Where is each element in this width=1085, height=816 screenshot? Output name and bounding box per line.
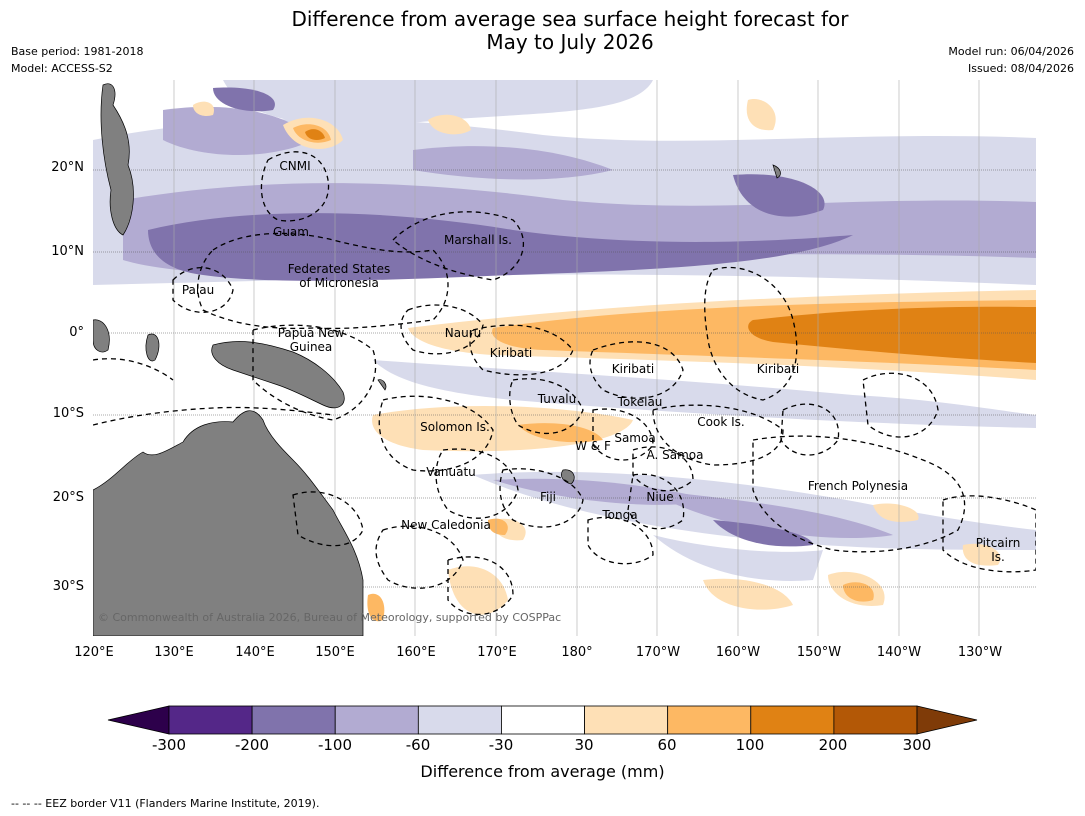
region-label-png-2: Guinea [289, 340, 333, 354]
base-period: Base period: 1981-2018 [11, 45, 144, 58]
land [93, 83, 781, 636]
colorbar-tick-label: -30 [488, 736, 514, 754]
region-label-nauru: Nauru [444, 326, 482, 340]
region-label-png-1: Papua New [277, 326, 345, 340]
region-label-tonga: Tonga [602, 508, 638, 522]
lon-label-160e: 160°E [396, 645, 436, 660]
eez-footnote: -- -- -- EEZ border V11 (Flanders Marine… [11, 797, 320, 810]
colorbar-segment [501, 705, 585, 735]
region-label-fsm-2: of Micronesia [299, 276, 379, 290]
lon-label-150e: 150°E [315, 645, 355, 660]
lon-label-170e: 170°E [477, 645, 517, 660]
colorbar-tick-label: -60 [405, 736, 431, 754]
colorbar-segment [417, 705, 502, 735]
lat-label-20n: 20°N [51, 160, 84, 175]
colorbar-segment [667, 705, 752, 735]
region-label-kiribati-east: Kiribati [756, 362, 800, 376]
colorbar-tick-label: 200 [818, 736, 848, 754]
philippines-landmass [100, 83, 134, 236]
region-label-cook: Cook Is. [697, 415, 745, 429]
colorbar-segment [750, 705, 835, 735]
region-label-kiribati-west: Kiribati [489, 346, 533, 360]
colorbar-arrow-high [916, 705, 978, 735]
region-label-french-polynesia: French Polynesia [807, 479, 909, 493]
region-label-cnmi: CNMI [279, 159, 311, 173]
lon-label-140w: 140°W [876, 645, 922, 660]
colorbar-segment [833, 705, 918, 735]
title-line-1: Difference from average sea surface heig… [291, 7, 849, 31]
title-line-2: May to July 2026 [486, 30, 654, 54]
region-label-pitcairn-2: Is. [991, 550, 1005, 564]
lat-label-20s: 20°S [52, 490, 84, 505]
lat-label-30s: 30°S [52, 579, 84, 594]
colorbar-tick-label: -300 [151, 736, 187, 754]
colorbar-segment [584, 705, 669, 735]
issued-date: Issued: 08/04/2026 [967, 62, 1074, 75]
meta-right: Model run: 06/04/2026 Issued: 08/04/2026 [948, 43, 1074, 77]
colorbar-tick-label: 60 [657, 736, 677, 754]
eez-borders [93, 151, 1036, 616]
lon-label-150w: 150°W [796, 645, 842, 660]
colorbar [107, 705, 978, 735]
lon-label-160w: 160°W [715, 645, 761, 660]
model-name: Model: ACCESS-S2 [11, 62, 113, 75]
meta-left: Base period: 1981-2018 Model: ACCESS-S2 [11, 43, 143, 77]
region-label-samoa: Samoa [614, 431, 656, 445]
region-label-wf: W & F [575, 439, 611, 453]
map-panel: CNMI Guam Marshall Is. Federated States … [93, 80, 1036, 636]
colorbar-tick-label: 30 [574, 736, 594, 754]
borneo-landmass [93, 319, 110, 353]
new-guinea-landmass [211, 341, 345, 409]
region-label-fiji: Fiji [539, 490, 557, 504]
colorbar-tick-label: -200 [234, 736, 270, 754]
region-label-niue: Niue [646, 490, 674, 504]
region-label-am-samoa: A. Samoa [646, 448, 704, 462]
lon-label-170w: 170°W [635, 645, 681, 660]
region-label-marshall: Marshall Is. [444, 233, 512, 247]
region-label-fsm-1: Federated States [287, 262, 391, 276]
colorbar-tick-label: 300 [902, 736, 932, 754]
colorbar-tick-label: 100 [735, 736, 765, 754]
chart-title: Difference from average sea surface heig… [0, 8, 1085, 54]
anomaly-dark-purple [148, 87, 853, 547]
lon-label-120e: 120°E [74, 645, 114, 660]
region-label-pitcairn-1: Pitcairn [975, 536, 1021, 550]
colorbar-segment [251, 705, 336, 735]
sulawesi-landmass [145, 333, 160, 362]
lat-label-10s: 10°S [52, 406, 84, 421]
region-label-vanuatu: Vanuatu [426, 465, 476, 479]
copyright-notice: © Commonwealth of Australia 2026, Bureau… [98, 611, 562, 624]
region-label-new-caledonia: New Caledonia [401, 518, 491, 532]
colorbar-segment [334, 705, 419, 735]
anomaly-dark-orange [305, 129, 1036, 363]
colorbar-arrow-low [107, 705, 170, 735]
lat-label-0: 0° [69, 325, 84, 340]
region-label-palau: Palau [181, 283, 215, 297]
colorbar-title: Difference from average (mm) [420, 762, 665, 781]
lon-label-180: 180° [561, 645, 593, 660]
region-label-kiribati-central: Kiribati [611, 362, 655, 376]
region-label-tokelau: Tokelau [617, 395, 663, 409]
lon-label-140e: 140°E [235, 645, 275, 660]
region-label-guam: Guam [273, 225, 309, 239]
colorbar-tick-label: -100 [317, 736, 353, 754]
colorbar-segment [168, 705, 253, 735]
lon-label-130e: 130°E [154, 645, 194, 660]
lon-label-130w: 130°W [957, 645, 1003, 660]
australia-landmass [93, 410, 364, 636]
model-run: Model run: 06/04/2026 [948, 45, 1074, 58]
lat-label-10n: 10°N [51, 244, 84, 259]
region-label-tuvalu: Tuvalu [537, 392, 577, 406]
region-label-solomon: Solomon Is. [420, 420, 490, 434]
map-svg [93, 80, 1036, 636]
